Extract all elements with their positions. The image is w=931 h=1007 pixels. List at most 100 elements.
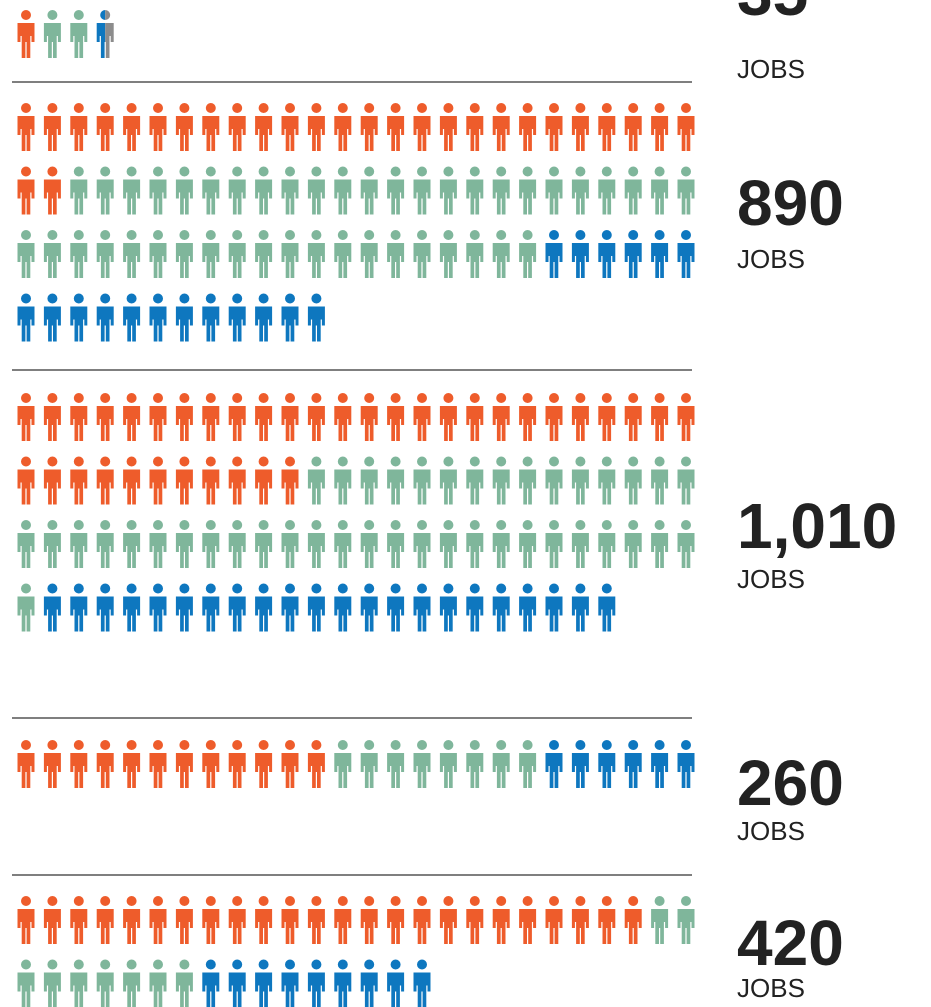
group-unit-4: JOBS xyxy=(737,816,805,846)
person-icon-orange xyxy=(439,103,457,151)
person-icon-green xyxy=(255,166,273,215)
person-icon-blue xyxy=(307,583,325,632)
person-icon-blue xyxy=(149,293,167,342)
person-icon-orange xyxy=(334,896,352,944)
person-icon-green xyxy=(123,520,141,568)
group-unit-3: JOBS xyxy=(737,564,805,594)
person-icon-green xyxy=(519,166,537,215)
person-icon-orange xyxy=(70,740,88,788)
person-icon-orange xyxy=(228,393,246,441)
person-icon-orange xyxy=(281,456,299,505)
person-icon-orange xyxy=(123,393,141,441)
person-icon-orange xyxy=(307,896,325,944)
person-icon-orange xyxy=(70,103,88,151)
person-icon-green xyxy=(43,959,61,1007)
person-icon-orange xyxy=(545,896,563,944)
person-icon-green xyxy=(175,520,193,568)
person-icon-green xyxy=(123,230,141,278)
person-icon-blue xyxy=(149,583,167,632)
person-icon-green xyxy=(149,230,167,278)
person-icon-green xyxy=(439,230,457,278)
person-icon-orange xyxy=(255,393,273,441)
person-icon-orange xyxy=(571,103,589,151)
person-icon-orange xyxy=(228,896,246,944)
person-icon-green xyxy=(439,166,457,215)
person-icon-orange xyxy=(624,103,642,151)
person-icon-orange xyxy=(149,456,167,505)
person-icon-green xyxy=(202,166,220,215)
person-icon-orange xyxy=(413,103,431,151)
person-icon-green xyxy=(360,456,378,505)
person-icon-blue xyxy=(202,959,220,1007)
person-icon-green xyxy=(307,166,325,215)
group-unit-1: JOBS xyxy=(737,54,805,84)
person-icon-green xyxy=(413,230,431,278)
person-icon-orange xyxy=(123,103,141,151)
person-icon-green xyxy=(651,456,669,505)
person-icon-green xyxy=(202,230,220,278)
person-icon-orange xyxy=(149,103,167,151)
person-icon-green xyxy=(519,520,537,568)
person-icon-orange xyxy=(17,10,35,58)
person-icon-blue xyxy=(571,230,589,278)
person-icon-orange xyxy=(598,103,616,151)
person-icon-orange xyxy=(519,393,537,441)
person-icon-green xyxy=(413,520,431,568)
person-icon-orange xyxy=(255,740,273,788)
group-total-1: 35 xyxy=(737,0,808,29)
person-icon-green xyxy=(492,520,510,568)
person-icon-orange xyxy=(334,103,352,151)
person-icon-orange xyxy=(43,166,61,215)
person-icon-green xyxy=(439,740,457,788)
person-icon-green xyxy=(307,230,325,278)
person-icon-blue xyxy=(70,583,88,632)
person-icon-orange xyxy=(307,740,325,788)
person-icon-green xyxy=(598,166,616,215)
person-icon-blue xyxy=(571,740,589,788)
person-icon-orange xyxy=(545,393,563,441)
person-icon-orange xyxy=(677,103,695,151)
person-icon-green xyxy=(17,230,35,278)
person-icon-green xyxy=(175,230,193,278)
person-icon-green xyxy=(149,520,167,568)
person-icon-green xyxy=(175,166,193,215)
person-icon-orange xyxy=(228,740,246,788)
person-icon-green xyxy=(651,520,669,568)
person-icon-orange xyxy=(43,103,61,151)
person-icon-green xyxy=(571,456,589,505)
person-icon-orange xyxy=(307,103,325,151)
person-icon-green xyxy=(492,456,510,505)
person-icon-orange xyxy=(571,393,589,441)
person-icon-green xyxy=(70,166,88,215)
person-icon-green xyxy=(387,740,405,788)
figure-group-3 xyxy=(17,393,695,632)
person-icon-orange xyxy=(255,896,273,944)
person-icon-orange xyxy=(492,393,510,441)
person-icon-green xyxy=(624,456,642,505)
person-icon-orange xyxy=(439,393,457,441)
person-icon-green xyxy=(466,740,484,788)
person-icon-green xyxy=(228,166,246,215)
person-icon-green xyxy=(492,740,510,788)
person-icon-orange xyxy=(307,393,325,441)
person-icon-green xyxy=(413,166,431,215)
person-icon-orange xyxy=(96,740,114,788)
person-icon-green xyxy=(360,230,378,278)
group-unit-5: JOBS xyxy=(737,973,805,1003)
person-icon-orange xyxy=(228,103,246,151)
person-icon-green xyxy=(228,520,246,568)
person-icon-blue xyxy=(624,230,642,278)
person-icon-blue xyxy=(70,293,88,342)
person-icon-green xyxy=(17,583,35,632)
person-icon-green xyxy=(651,896,669,944)
person-icon-orange xyxy=(43,456,61,505)
person-icon-orange xyxy=(96,456,114,505)
person-icon-orange xyxy=(360,393,378,441)
person-icon-blue xyxy=(255,959,273,1007)
person-icon-blue xyxy=(598,583,616,632)
person-icon-orange xyxy=(387,103,405,151)
person-icon-orange xyxy=(17,740,35,788)
person-icon-orange xyxy=(651,103,669,151)
person-icon-blue xyxy=(334,583,352,632)
